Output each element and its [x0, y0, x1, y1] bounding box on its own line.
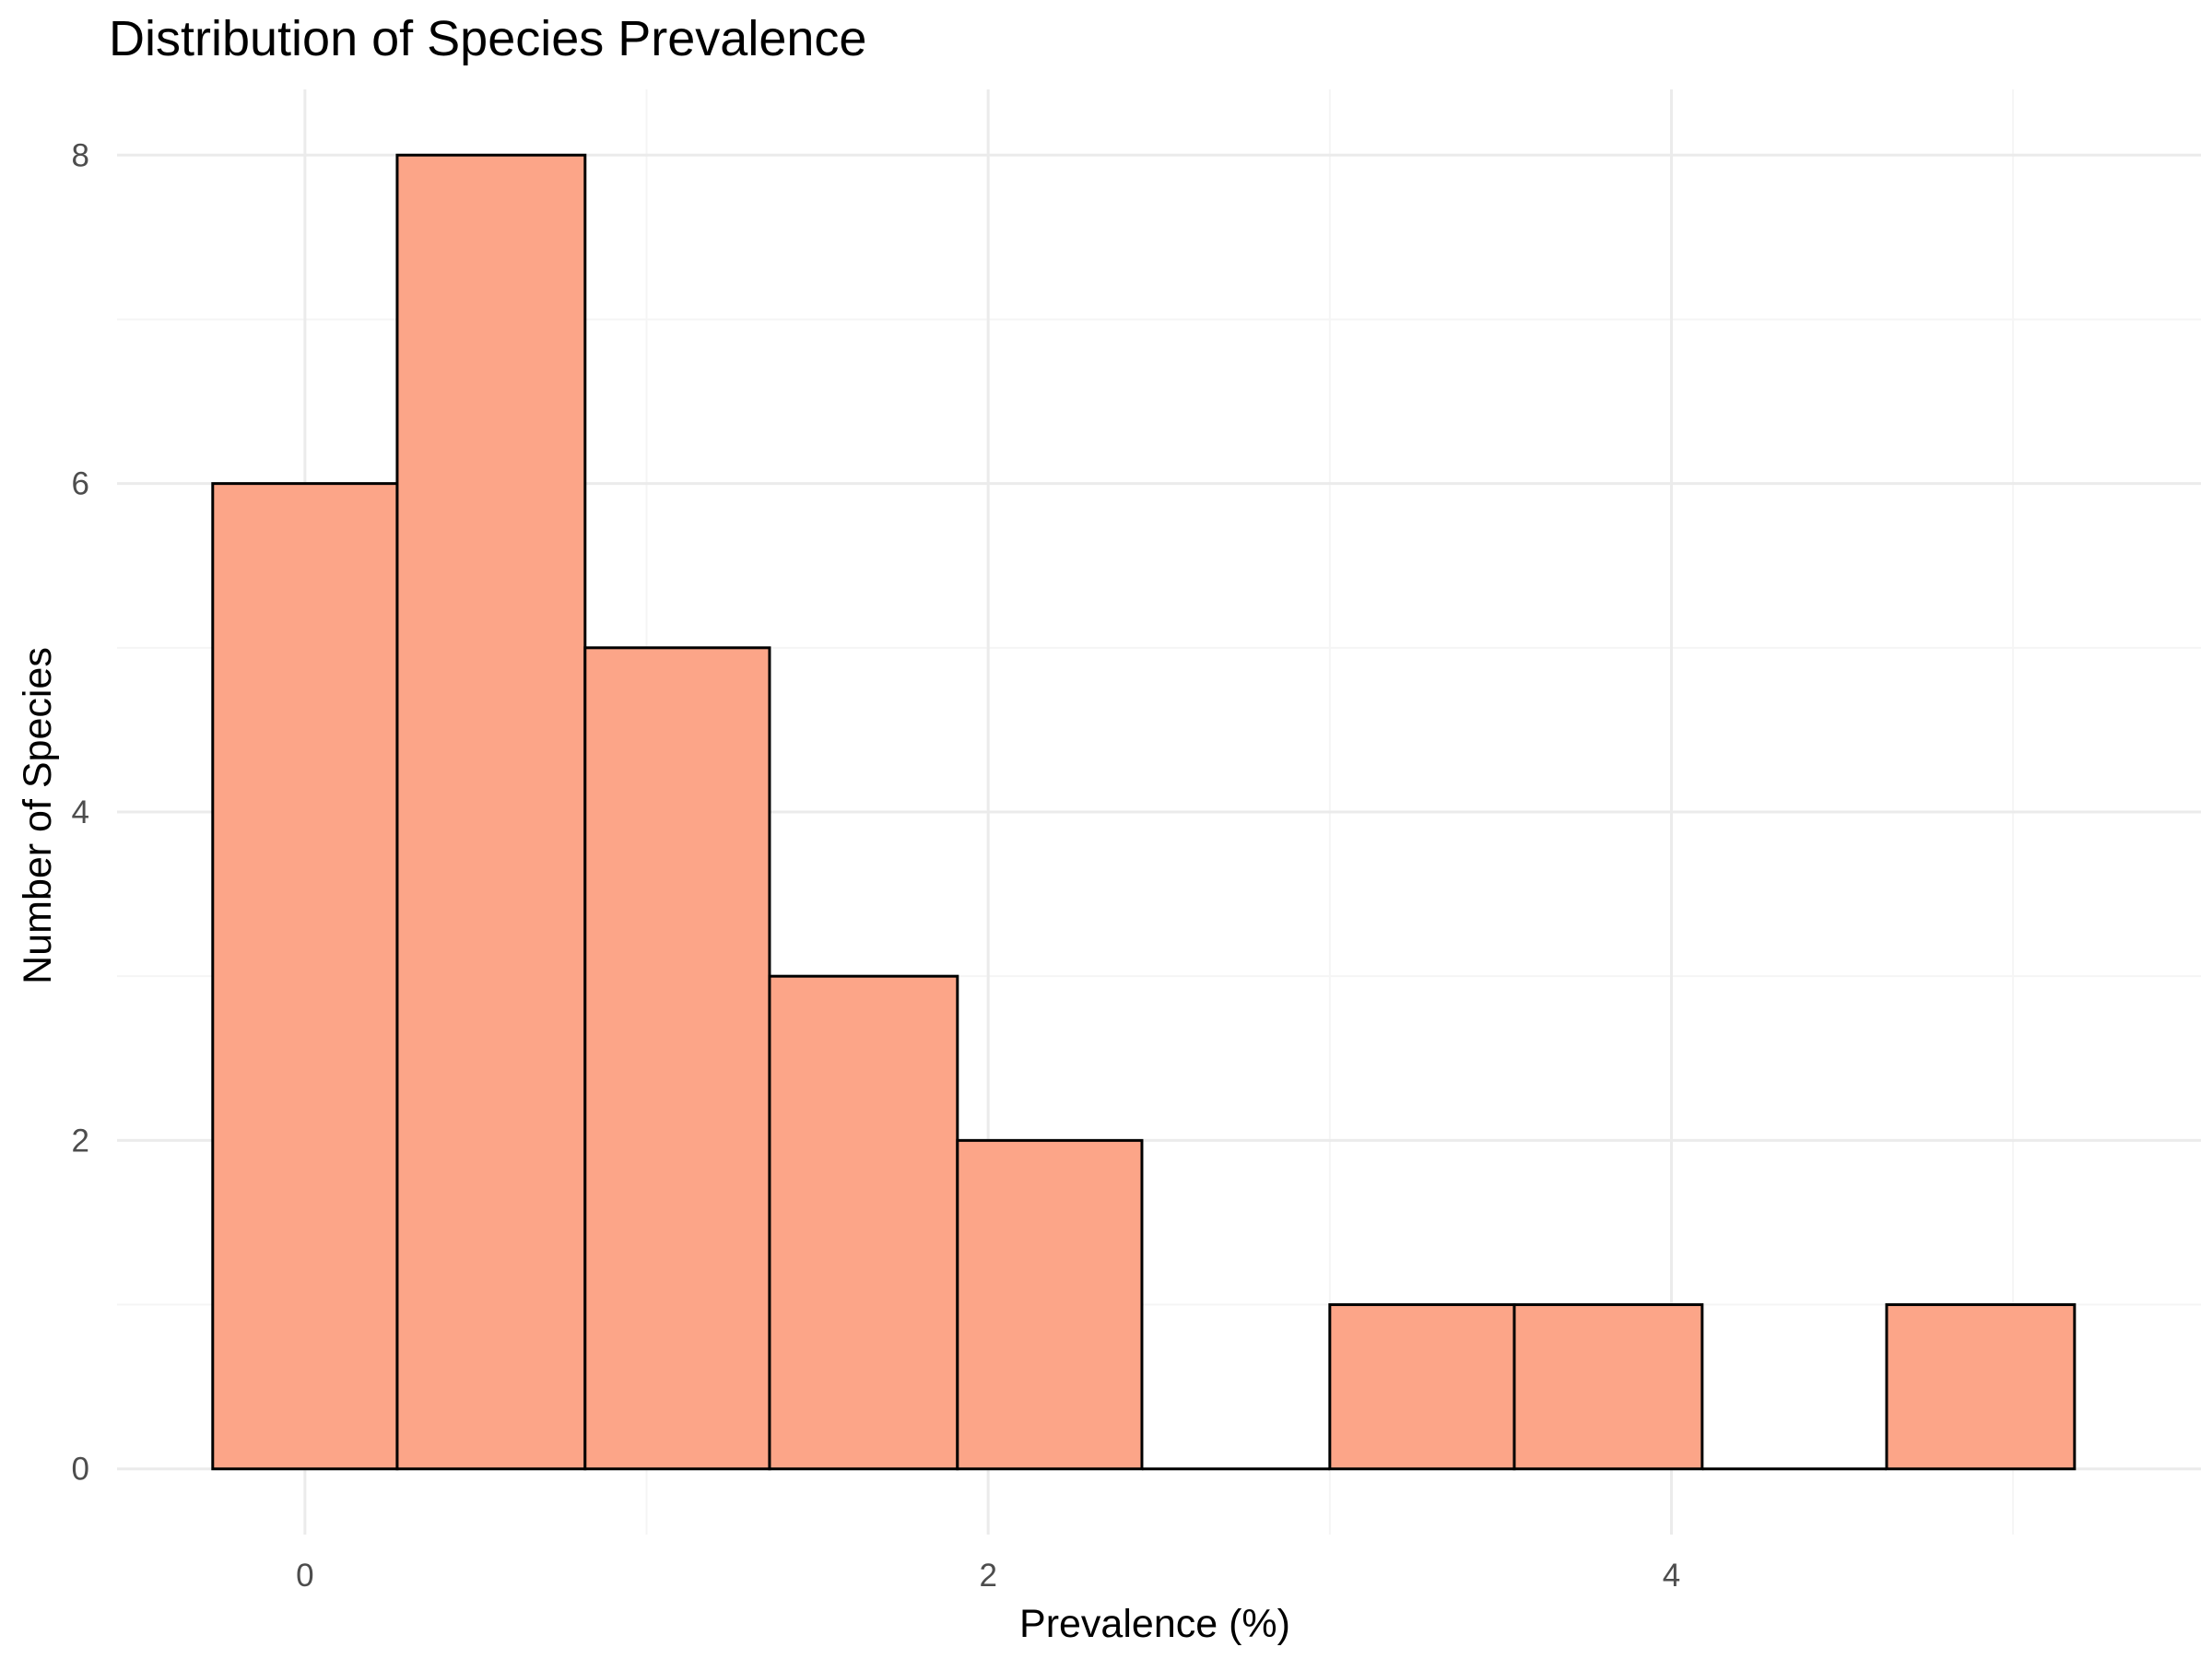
histogram-bar [1328, 1303, 1516, 1471]
histogram-bar [1512, 1303, 1704, 1471]
x-axis-title: Prevalence (%) [1019, 1602, 1290, 1646]
y-tick-label: 0 [72, 1452, 89, 1488]
y-axis-title: Number of Species [16, 647, 60, 984]
y-tick-label: 6 [72, 466, 89, 502]
histogram-bar [956, 1138, 1144, 1471]
histogram-bar [768, 974, 959, 1471]
histogram-bar [1885, 1303, 2077, 1471]
histogram-bar [211, 482, 399, 1471]
x-tick-label: 0 [296, 1558, 313, 1594]
y-tick-label: 8 [72, 137, 89, 173]
tick-labels: 0 2 4 0 2 4 6 8 [72, 137, 1681, 1594]
x-tick-label: 2 [979, 1558, 996, 1594]
histogram-bar [583, 646, 771, 1471]
y-tick-label: 2 [72, 1123, 89, 1159]
histogram-bars [211, 153, 2077, 1471]
histogram-bar [395, 153, 587, 1471]
y-tick-label: 4 [72, 794, 89, 830]
x-tick-label: 4 [1663, 1558, 1680, 1594]
chart-title: Distribution of Species Prevalence [109, 11, 866, 66]
